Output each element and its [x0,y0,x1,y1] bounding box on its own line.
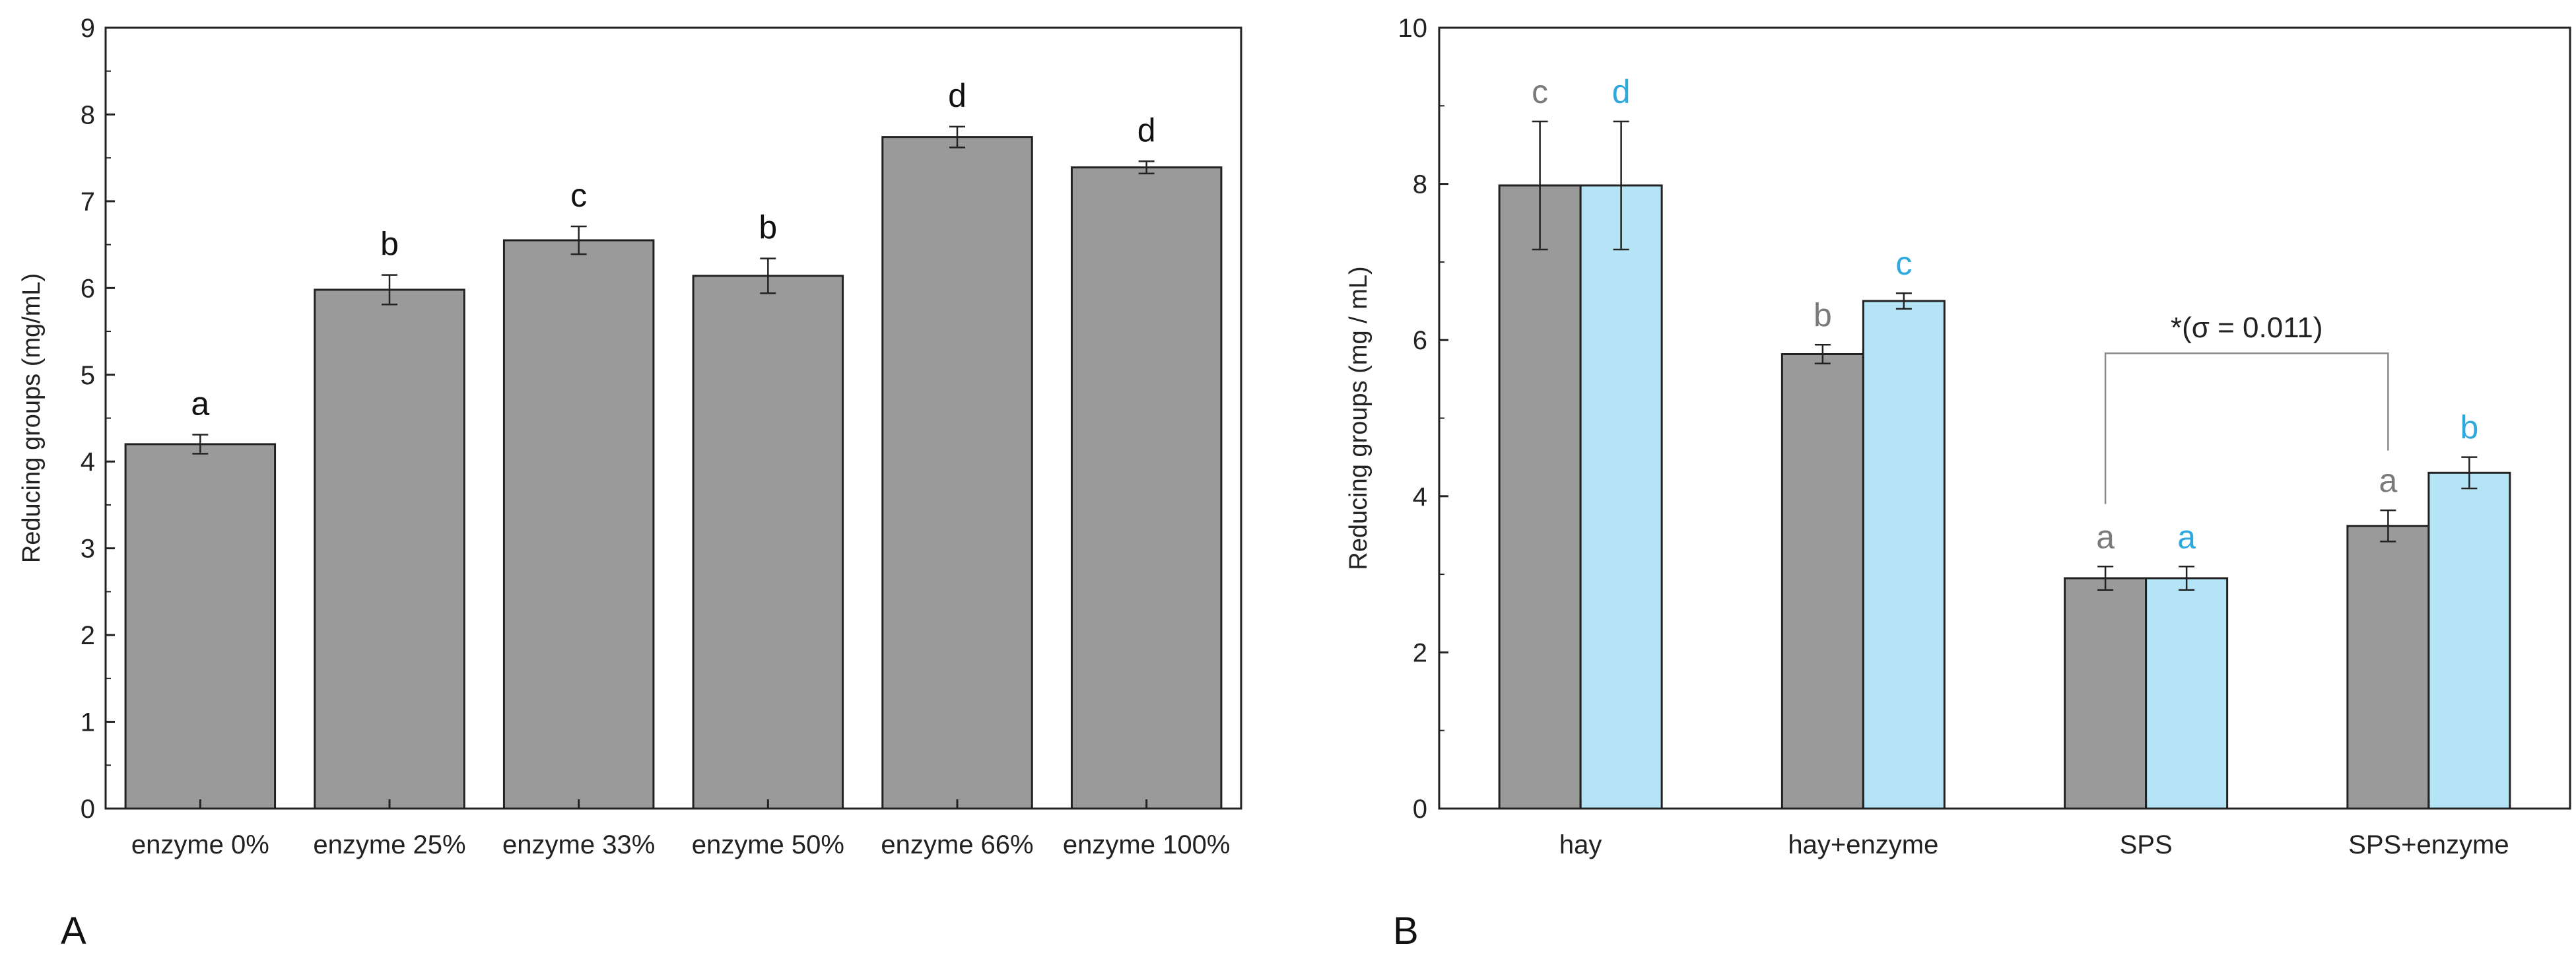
y-tick-label-a-7: 7 [81,187,95,216]
y-tick-label-a-3: 3 [81,535,95,564]
significance-letter-a-4: d [948,77,966,114]
significance-letter-a-0: a [191,385,209,422]
bar-b-gray-0 [1498,184,1582,810]
x-tick-label-a-0: enzyme 0% [131,830,269,859]
y-tick-label-a-4: 4 [81,448,95,477]
x-tick-label-a-1: enzyme 25% [313,830,465,859]
y-tick-label-b-3: 6 [1413,326,1427,355]
bar-a-3 [692,275,844,810]
y-tick-label-b-0: 0 [1413,795,1427,824]
bar-b-gray-3 [2346,525,2430,810]
chart-a: 0 1 2 3 4 5 6 7 8 9 Reducing groups (mg/mL) a enzyme… [18,14,1242,859]
y-tick-label-a-1: 1 [81,708,95,737]
y-axis-label-a: Reducing groups (mg/mL) [18,273,46,563]
x-tick-label-b-2: SPS [2120,830,2173,859]
significance-letter-a-3: b [759,209,777,246]
significance-letter-b-blue-3: b [2460,409,2478,446]
y-tick-label-b-4: 8 [1413,170,1427,199]
x-tick-label-a-4: enzyme 66% [881,830,1033,859]
bar-a-0 [124,443,277,810]
significance-letter-b-blue-1: c [1895,245,1912,282]
bar-b-blue-3 [2427,471,2511,810]
bar-a-1 [314,288,465,810]
significance-letter-a-1: b [380,226,399,263]
significance-letter-a-5: d [1137,112,1156,149]
bar-b-blue-1 [1862,300,1946,810]
comparison-bracket [2104,352,2389,504]
significance-letter-b-gray-2: a [2096,518,2115,555]
y-tick-label-b-1: 2 [1413,638,1427,667]
bar-a-2 [502,239,655,810]
panel-letter-a: A [61,910,86,952]
significance-letter-b-gray-3: a [2379,462,2397,499]
bar-a-4 [881,136,1033,810]
x-tick-label-b-3: SPS+enzyme [2348,830,2509,859]
y-tick-label-b-5: 10 [1398,14,1428,43]
x-tick-label-a-2: enzyme 33% [502,830,655,859]
significance-letter-b-gray-1: b [1813,296,1832,333]
significance-letter-b-blue-0: d [1612,73,1631,110]
bar-b-gray-1 [1780,352,1864,810]
significance-letter-b-blue-2: a [2177,518,2196,555]
significance-letter-b-gray-0: c [1532,73,1548,110]
x-tick-label-b-0: hay [1559,830,1602,859]
y-tick-label-a-6: 6 [81,274,95,303]
x-tick-label-b-1: hay+enzyme [1788,830,1938,859]
bar-b-gray-2 [2064,577,2148,810]
comparison-annotation: *(σ = 0.011) [2171,312,2323,344]
bar-b-blue-2 [2145,577,2229,810]
bar-b-blue-0 [1579,184,1663,810]
chart-b: 0 2 4 6 8 10 Reducing groups (mg / mL) c d hay b c h… [1345,14,2571,859]
panel-letter-b: B [1393,910,1419,952]
bar-a-5 [1070,166,1223,810]
y-tick-label-a-9: 9 [81,14,95,43]
y-axis-label-b: Reducing groups (mg / mL) [1345,266,1373,570]
x-tick-label-a-5: enzyme 100% [1063,830,1230,859]
y-tick-label-a-0: 0 [81,795,95,824]
y-tick-label-a-5: 5 [81,361,95,390]
y-tick-label-a-2: 2 [81,621,95,650]
x-tick-label-a-3: enzyme 50% [692,830,844,859]
significance-letter-a-2: c [570,177,587,214]
y-tick-label-a-8: 8 [81,100,95,129]
y-tick-label-b-2: 4 [1413,482,1427,512]
